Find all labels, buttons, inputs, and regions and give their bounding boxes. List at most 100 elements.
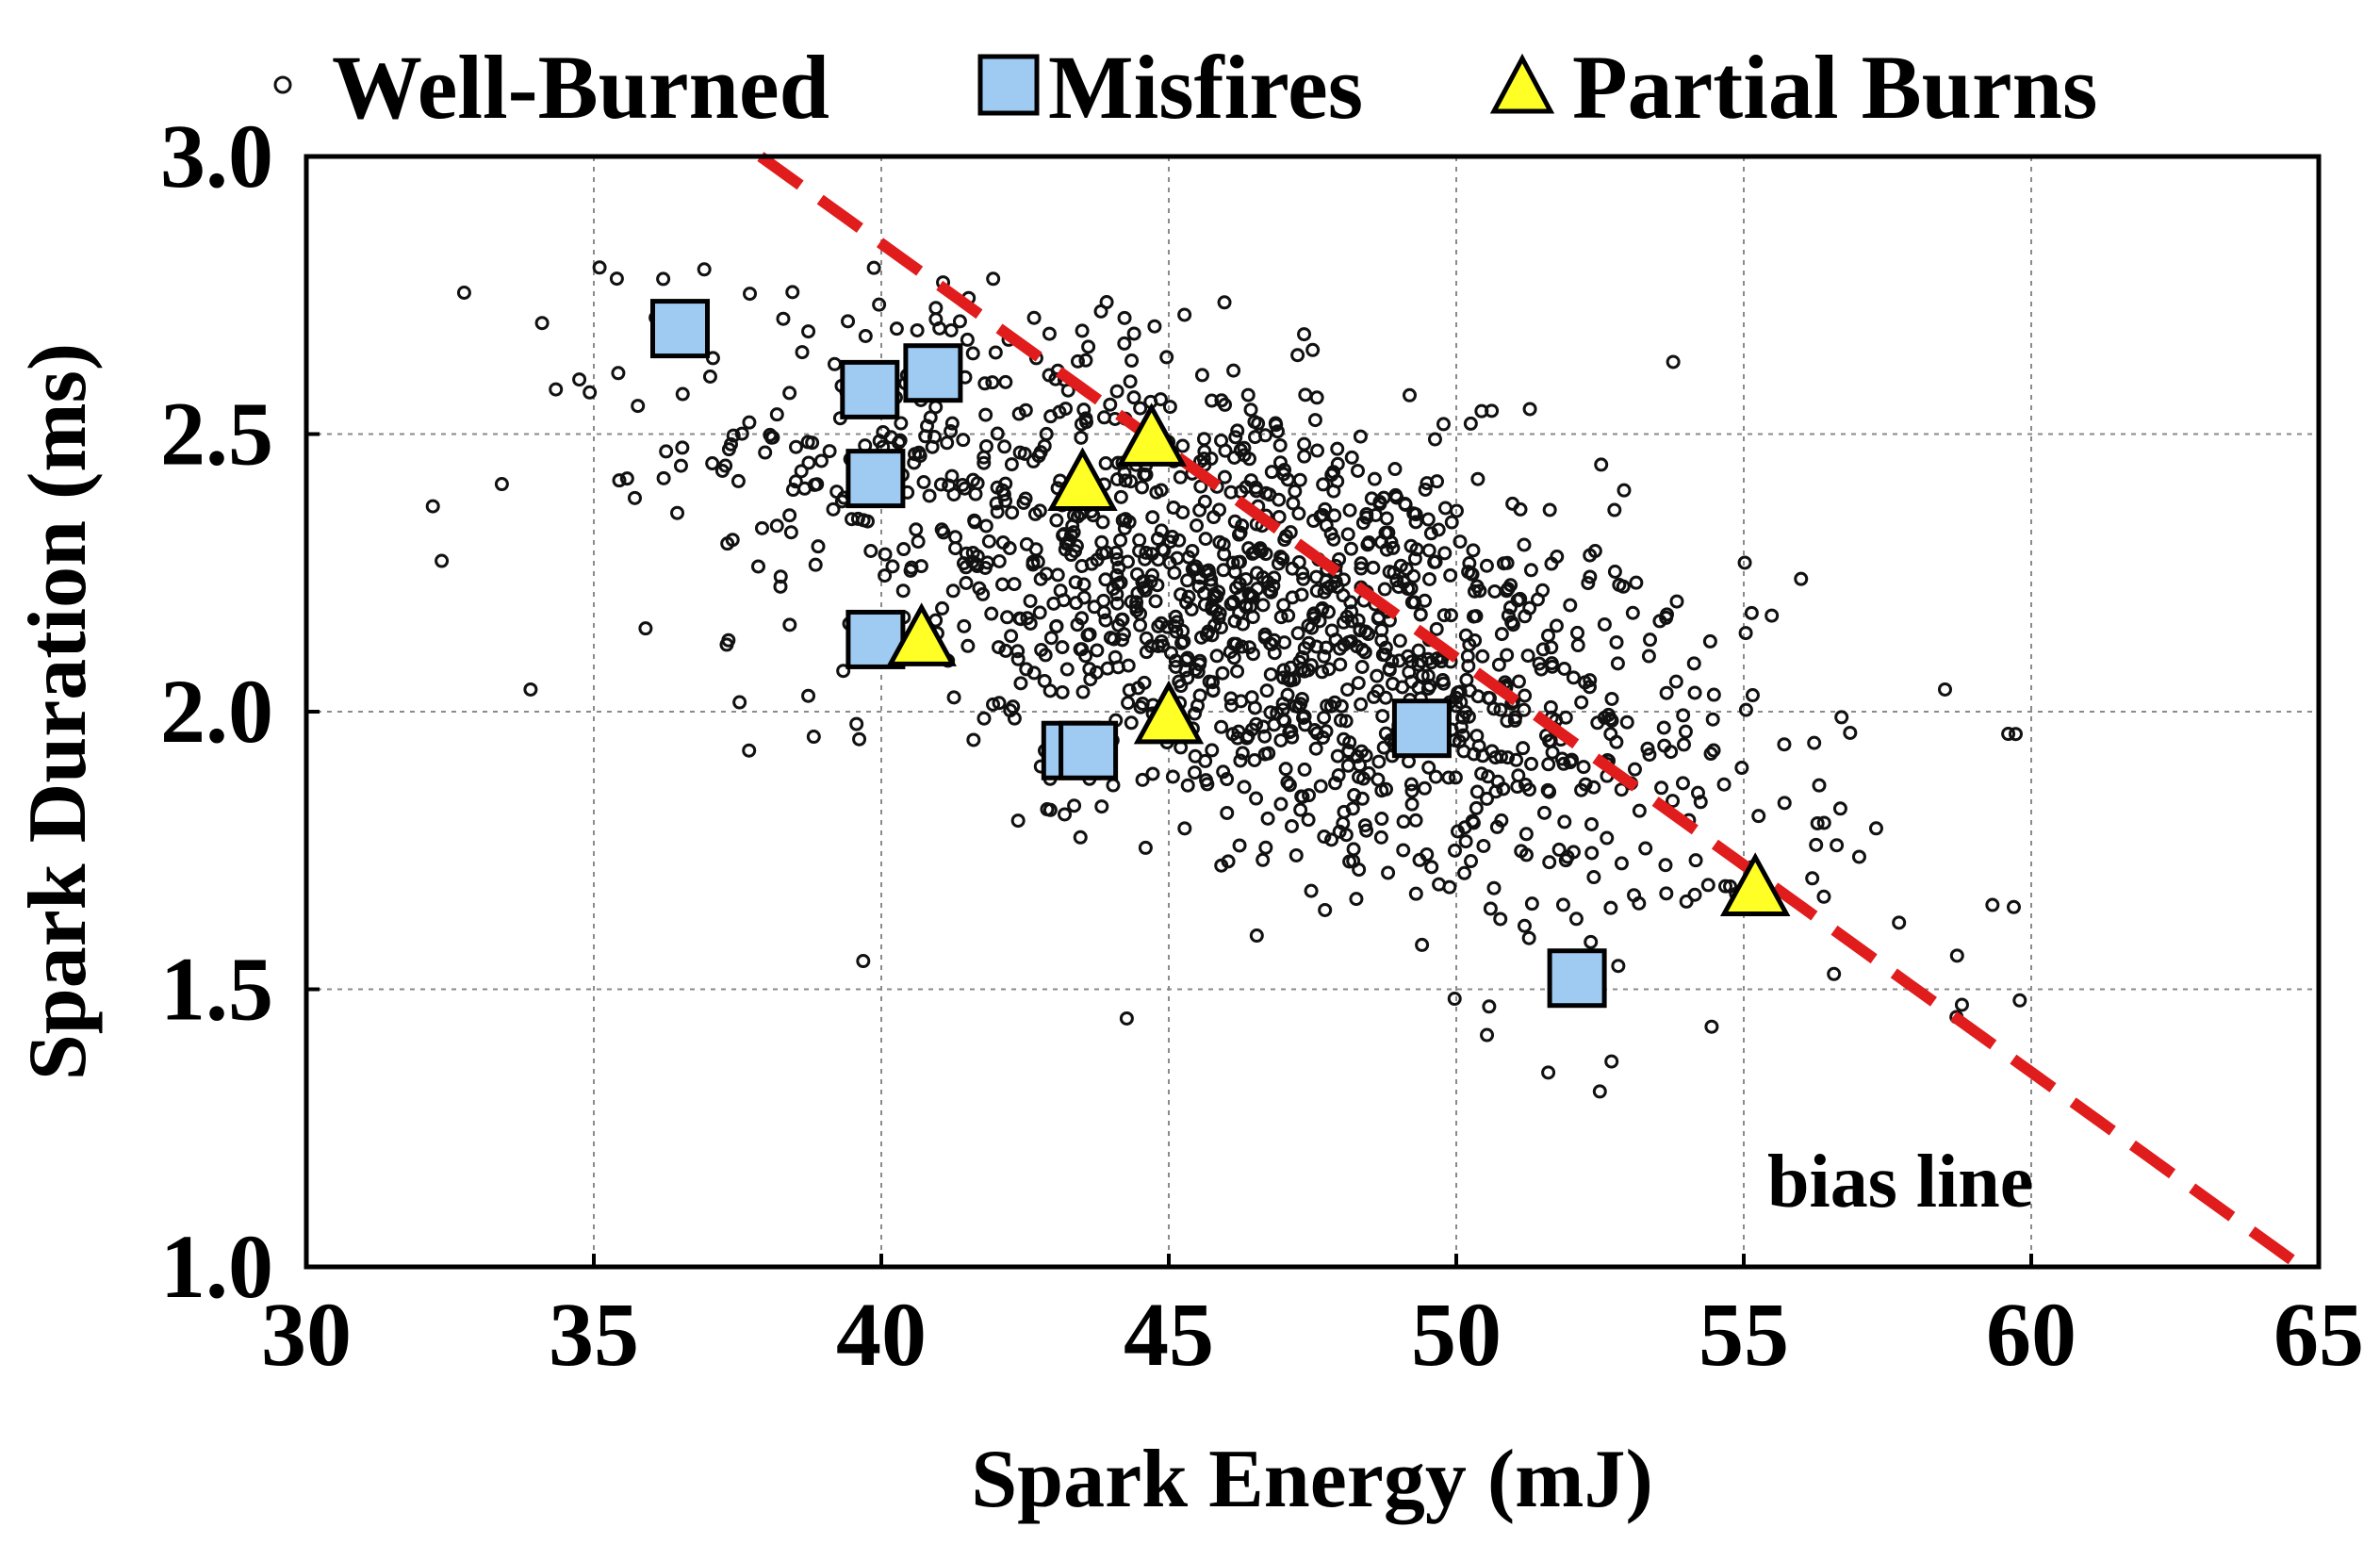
well-burned-point — [1843, 725, 1858, 740]
well-burned-point — [1566, 670, 1581, 685]
well-burned-point — [1551, 842, 1567, 857]
well-burned-point — [1777, 796, 1792, 811]
well-burned-point — [1511, 674, 1526, 689]
y-tick-label: 3.0 — [160, 106, 273, 206]
well-burned-point — [1378, 640, 1393, 655]
well-burned-point — [1371, 754, 1387, 769]
well-burned-point — [1574, 695, 1589, 710]
well-burned-point — [1178, 653, 1193, 668]
well-burned-point — [1482, 999, 1497, 1014]
well-burned-point — [1377, 582, 1392, 597]
well-burned-point — [1509, 752, 1524, 767]
well-burned-point — [1043, 631, 1059, 646]
well-burned-point — [1420, 651, 1436, 666]
well-burned-point — [1479, 791, 1494, 806]
well-burned-point — [1324, 832, 1339, 847]
well-burned-point — [1109, 587, 1124, 602]
well-burned-point — [1174, 679, 1189, 694]
well-burned-point — [1396, 843, 1411, 858]
well-burned-point — [1500, 648, 1515, 663]
well-burned-point — [742, 743, 757, 758]
well-burned-point — [1226, 363, 1241, 378]
well-burned-point — [1421, 760, 1436, 775]
well-burned-point — [1240, 387, 1256, 402]
well-burned-point — [977, 450, 992, 465]
well-burned-point — [1295, 789, 1310, 804]
well-burned-point — [1137, 467, 1152, 482]
well-burned-point — [783, 525, 798, 540]
well-burned-point — [1126, 326, 1141, 341]
well-burned-point — [1239, 731, 1255, 746]
well-burned-point — [1330, 441, 1345, 456]
well-burned-point — [1264, 584, 1279, 600]
well-burned-point — [1469, 784, 1485, 799]
well-burned-point — [885, 559, 900, 574]
well-burned-point — [1109, 596, 1124, 611]
well-burned-point — [1374, 783, 1389, 798]
well-burned-point — [1751, 809, 1766, 824]
well-burned-point — [1359, 506, 1374, 521]
well-burned-point — [1481, 769, 1496, 784]
well-burned-point — [1536, 805, 1551, 820]
well-burned-point — [1076, 577, 1092, 592]
well-burned-point — [1273, 797, 1288, 812]
well-burned-point — [1830, 838, 1845, 853]
well-burned-point — [1415, 937, 1430, 952]
x-tick-label: 65 — [2273, 1284, 2364, 1385]
well-burned-point — [1273, 550, 1288, 565]
well-burned-point — [534, 316, 550, 331]
well-burned-point — [1193, 479, 1208, 494]
well-burned-point — [1450, 824, 1465, 839]
partial-burn-point — [1719, 852, 1791, 916]
well-burned-point — [1379, 542, 1394, 557]
well-burned-point — [1042, 326, 1057, 341]
well-burned-point — [1123, 374, 1138, 389]
well-burned-point — [1230, 423, 1245, 438]
well-burned-point — [1544, 556, 1559, 571]
well-burned-point — [1074, 417, 1089, 432]
well-burned-point — [1258, 840, 1273, 855]
well-burned-point — [1391, 580, 1406, 595]
well-burned-point — [1374, 812, 1389, 827]
well-burned-point — [1422, 571, 1437, 586]
well-burned-point — [1005, 505, 1020, 520]
well-burned-point — [1475, 649, 1490, 664]
well-burned-point — [1315, 600, 1330, 616]
well-burned-point — [742, 415, 757, 430]
well-burned-point — [1193, 630, 1208, 645]
well-burned-point — [1604, 1054, 1619, 1069]
well-burned-point — [810, 477, 825, 492]
well-burned-point — [1099, 545, 1114, 560]
well-burned-point — [456, 285, 471, 300]
well-burned-point — [1126, 390, 1141, 405]
well-burned-point — [801, 324, 816, 339]
well-burned-point — [1812, 778, 1827, 793]
well-burned-point — [904, 560, 919, 575]
well-burned-point — [1549, 618, 1564, 633]
well-burned-point — [1518, 827, 1534, 842]
well-burned-point — [1168, 659, 1183, 674]
well-burned-point — [896, 542, 911, 557]
well-burned-point — [1411, 643, 1426, 658]
well-burned-point — [1139, 645, 1154, 660]
well-burned-point — [1058, 807, 1073, 822]
well-burned-point — [1173, 469, 1188, 485]
well-burned-point — [1597, 616, 1612, 632]
well-burned-point — [1408, 507, 1423, 522]
well-burned-point — [1656, 720, 1671, 735]
well-burned-point — [1489, 819, 1504, 834]
well-burned-point — [659, 444, 674, 459]
well-burned-point — [1408, 813, 1423, 828]
well-burned-point — [1658, 858, 1673, 873]
well-burned-point — [1373, 829, 1388, 845]
well-burned-point — [872, 297, 887, 312]
well-burned-point — [1288, 698, 1304, 714]
well-burned-point — [1197, 598, 1212, 613]
well-burned-point — [1248, 480, 1263, 495]
well-burned-point — [813, 453, 829, 468]
well-burned-point — [1118, 473, 1133, 488]
well-burned-point — [1569, 625, 1584, 640]
well-burned-point — [1584, 846, 1600, 861]
well-burned-point — [1354, 556, 1369, 571]
well-burned-point — [1594, 457, 1609, 472]
